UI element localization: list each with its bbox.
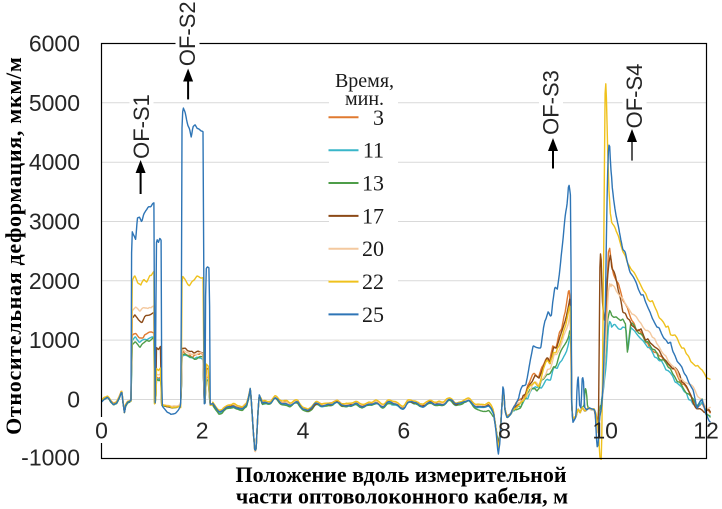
svg-text:20: 20	[362, 236, 384, 261]
svg-text:4: 4	[297, 418, 310, 444]
svg-text:Время,: Время,	[335, 70, 394, 92]
svg-text:0: 0	[95, 418, 108, 444]
svg-text:8: 8	[498, 418, 511, 444]
svg-text:части оптоволоконного кабеля,: части оптоволоконного кабеля, м	[236, 484, 568, 509]
svg-text:13: 13	[362, 171, 384, 196]
svg-text:OF-S1: OF-S1	[129, 94, 154, 159]
svg-text:10: 10	[592, 418, 618, 444]
svg-text:0: 0	[67, 387, 80, 413]
svg-text:1000: 1000	[29, 327, 80, 353]
svg-text:6000: 6000	[29, 31, 80, 57]
svg-text:3: 3	[373, 105, 384, 130]
svg-text:мин.: мин.	[345, 88, 384, 110]
svg-text:Положение вдоль измерительной: Положение вдоль измерительной	[235, 462, 566, 487]
svg-text:12: 12	[693, 418, 719, 444]
svg-text:22: 22	[362, 269, 384, 294]
svg-text:2: 2	[196, 418, 209, 444]
svg-text:17: 17	[362, 203, 384, 228]
svg-text:OF-S4: OF-S4	[622, 64, 647, 129]
svg-text:5000: 5000	[29, 90, 80, 116]
svg-text:2000: 2000	[29, 268, 80, 294]
svg-text:4000: 4000	[29, 149, 80, 175]
svg-text:-1000: -1000	[21, 445, 80, 471]
svg-text:OF-S2: OF-S2	[175, 1, 200, 66]
svg-text:Относительная деформация, мкм/: Относительная деформация, мкм/м	[1, 56, 26, 434]
svg-text:6: 6	[397, 418, 410, 444]
svg-text:11: 11	[363, 138, 384, 163]
svg-text:25: 25	[362, 302, 384, 327]
svg-text:3000: 3000	[29, 209, 80, 235]
svg-text:OF-S3: OF-S3	[539, 70, 564, 135]
